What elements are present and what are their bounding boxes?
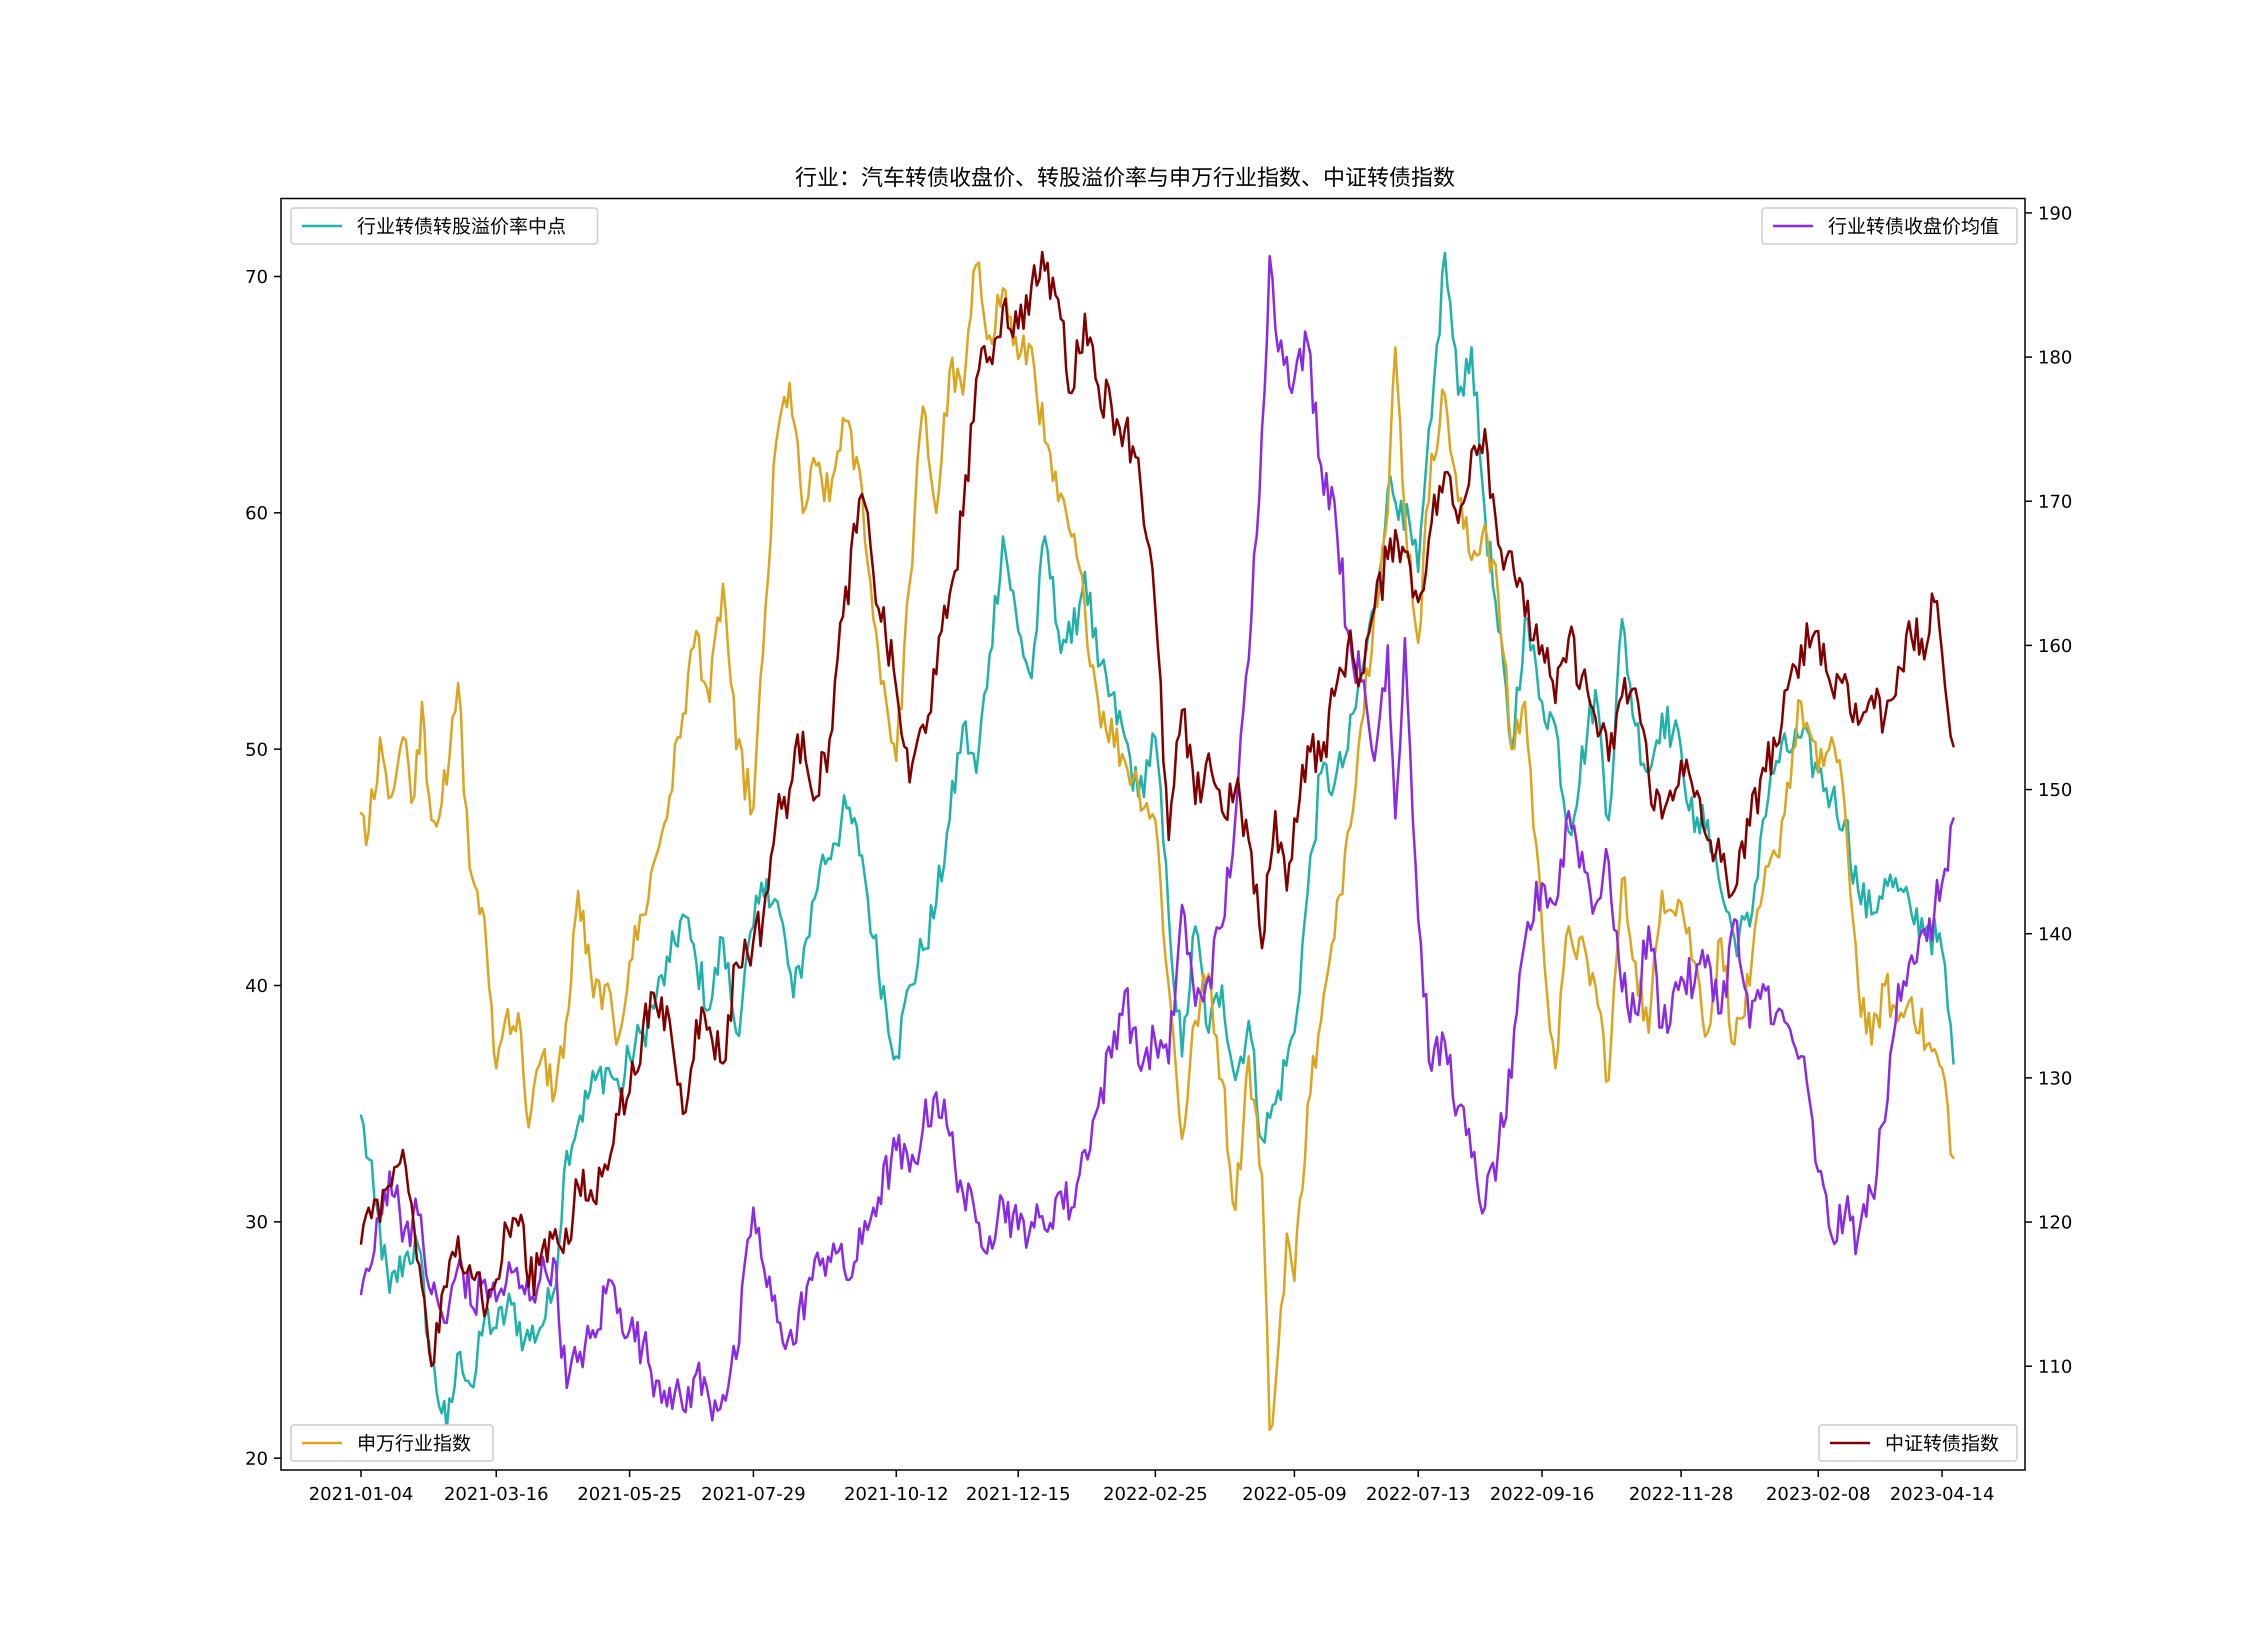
x-tick-label: 2021-12-15 (966, 1484, 1070, 1504)
x-tick-label: 2021-07-29 (701, 1484, 806, 1504)
legend-top-left: 行业转债转股溢价率中点 (290, 207, 598, 245)
x-tick-label: 2022-07-13 (1366, 1484, 1470, 1504)
chart-title: 行业：汽车转债收盘价、转股溢价率与申万行业指数、中证转债指数 (795, 165, 1455, 190)
axes-layer: 2021-01-04 2021-03-16 2021-05-25 2021-07-29… (245, 204, 2072, 1504)
y-left-tick-label: 70 (245, 267, 268, 288)
series-line-1 (360, 261, 1955, 1432)
legend-label-top-right: 行业转债收盘价均值 (1828, 216, 1999, 238)
y-left-tick-label: 40 (245, 976, 268, 996)
x-tick-label: 2021-10-12 (844, 1484, 948, 1504)
y-right-tick-label: 110 (2038, 1356, 2072, 1377)
x-tick-label: 2022-11-28 (1629, 1484, 1734, 1504)
x-tick-label: 2023-04-14 (1890, 1484, 1994, 1504)
x-tick-label: 2021-03-16 (444, 1484, 548, 1504)
legend-bottom-left: 申万行业指数 (290, 1424, 494, 1462)
x-tick-label: 2022-02-25 (1103, 1484, 1208, 1504)
series-layer (360, 250, 1955, 1432)
x-tick-label: 2022-05-09 (1242, 1484, 1346, 1504)
x-tick-label: 2022-09-16 (1490, 1484, 1594, 1504)
series-line-2 (360, 254, 1955, 1422)
y-right-tick-label: 190 (2038, 204, 2072, 224)
y-right-tick-label: 140 (2038, 924, 2072, 944)
y-left-tick-label: 60 (245, 504, 268, 524)
y-right-tick-label: 150 (2038, 780, 2072, 800)
y-left-tick-label: 50 (245, 740, 268, 760)
x-tick-label: 2023-02-08 (1766, 1484, 1870, 1504)
legend-layer: 行业转债转股溢价率中点 行业转债收盘价均值 申万行业指数 中证转债指数 (290, 207, 2018, 1462)
x-tick-label: 2021-05-25 (578, 1484, 682, 1504)
legend-label-bottom-right: 中证转债指数 (1885, 1432, 1999, 1454)
series-line-0 (360, 252, 1955, 1432)
x-tick-label: 2021-01-04 (308, 1484, 413, 1504)
legend-bottom-right: 中证转债指数 (1818, 1424, 2018, 1462)
y-left-tick-label: 20 (245, 1448, 268, 1469)
plot-frame (280, 198, 2026, 1471)
legend-top-right: 行业转债收盘价均值 (1761, 207, 2018, 245)
series-line-3 (360, 250, 1955, 1368)
y-right-tick-label: 120 (2038, 1212, 2072, 1233)
y-right-tick-label: 180 (2038, 348, 2072, 368)
legend-label-bottom-left: 申万行业指数 (357, 1432, 471, 1454)
y-right-tick-label: 170 (2038, 492, 2072, 512)
y-right-tick-label: 160 (2038, 636, 2072, 656)
y-left-tick-label: 30 (245, 1212, 268, 1233)
legend-label-top-left: 行业转债转股溢价率中点 (357, 216, 566, 238)
y-right-tick-label: 130 (2038, 1068, 2072, 1089)
